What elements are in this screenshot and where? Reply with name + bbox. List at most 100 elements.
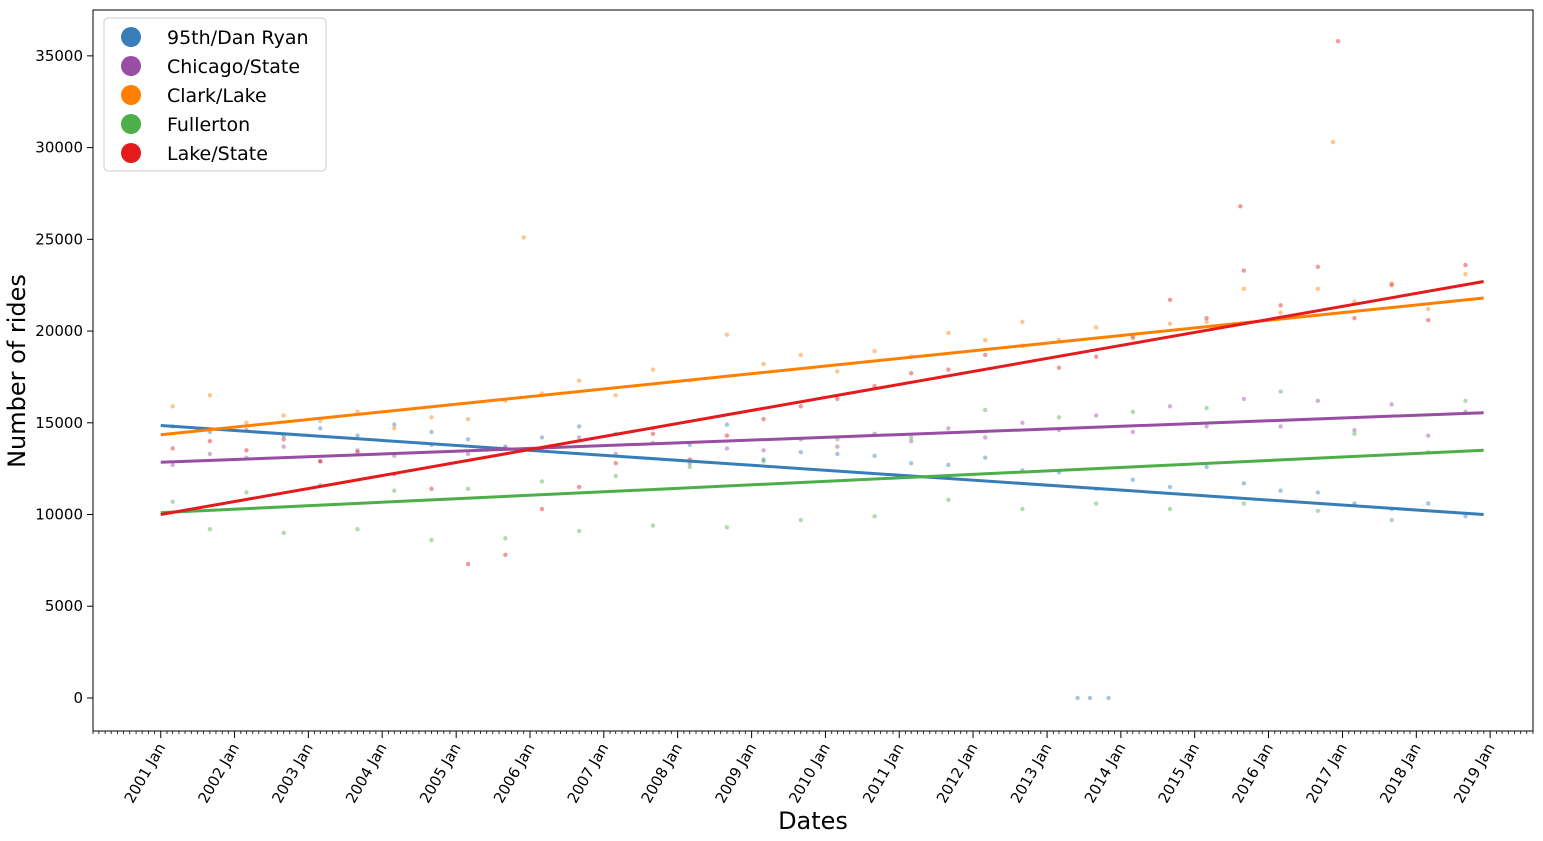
data-point [946, 330, 951, 336]
legend-label: Lake/State [167, 143, 268, 165]
data-point [1352, 431, 1357, 436]
data-point [946, 462, 951, 468]
data-point [1094, 501, 1099, 506]
legend-marker [121, 27, 141, 47]
data-point [1087, 695, 1093, 701]
data-point [1278, 303, 1283, 308]
data-point [539, 435, 545, 440]
data-point [503, 552, 508, 558]
data-point [244, 420, 249, 425]
data-point [1463, 514, 1468, 519]
data-point [908, 438, 914, 444]
data-point [1315, 398, 1321, 403]
data-point [244, 490, 249, 495]
data-point [835, 444, 840, 449]
legend-marker [121, 143, 141, 163]
data-point [1278, 488, 1283, 493]
data-point [761, 457, 766, 462]
y-tick-label: 25000 [35, 230, 83, 248]
data-point [798, 352, 803, 358]
data-point [1389, 517, 1394, 523]
data-point [318, 459, 323, 464]
data-point [798, 517, 803, 523]
data-point [613, 460, 618, 466]
trend-line [160, 280, 1484, 516]
data-point [170, 446, 175, 451]
data-point [1315, 286, 1321, 292]
data-point [281, 530, 286, 536]
data-point [1335, 38, 1341, 44]
data-point [503, 536, 508, 541]
data-point [355, 433, 360, 438]
y-tick-label: 35000 [35, 47, 83, 65]
legend-label: Clark/Lake [167, 85, 267, 107]
data-point [1278, 424, 1283, 429]
data-point [1238, 204, 1243, 209]
data-point [1130, 336, 1136, 341]
legend-frame [103, 17, 327, 172]
data-point [946, 497, 951, 503]
data-point [1056, 365, 1062, 370]
data-point [576, 378, 582, 383]
y-tick-label: 0 [73, 689, 83, 707]
data-point [1204, 316, 1209, 321]
data-point [1241, 268, 1247, 273]
data-point [982, 455, 988, 460]
y-tick-label: 5000 [45, 597, 83, 615]
data-point [1167, 321, 1173, 326]
data-point [521, 235, 526, 240]
data-point [1241, 481, 1247, 486]
data-point [1426, 306, 1431, 312]
data-point [465, 451, 471, 457]
data-point [1075, 695, 1080, 701]
data-point [1278, 389, 1283, 394]
data-point [465, 416, 471, 422]
data-point [1167, 404, 1173, 409]
data-point [576, 424, 582, 429]
data-point [1130, 429, 1136, 435]
legend-marker [121, 85, 141, 105]
data-point [1094, 325, 1099, 330]
y-axis-title: Number of rides [3, 274, 31, 468]
data-point [798, 449, 803, 455]
data-point [1463, 271, 1468, 277]
data-point [1167, 506, 1173, 512]
data-point [724, 422, 730, 427]
data-point [207, 526, 213, 532]
data-point [1056, 415, 1062, 420]
data-point [207, 393, 213, 398]
data-point [465, 561, 471, 567]
data-point [1167, 297, 1173, 303]
data-point [1426, 433, 1431, 438]
trend-line [160, 424, 1484, 517]
data-point [170, 404, 175, 409]
data-point [355, 449, 360, 455]
data-point [650, 523, 656, 528]
data-point [1204, 424, 1209, 429]
data-point [539, 479, 545, 484]
data-point [207, 438, 213, 444]
trend-line [160, 411, 1484, 464]
data-point [1352, 316, 1357, 321]
data-point [724, 433, 730, 438]
y-tick-label: 15000 [35, 414, 83, 432]
data-point [1020, 420, 1025, 425]
data-point [170, 499, 175, 504]
data-point [1130, 409, 1136, 414]
data-point [1130, 477, 1136, 482]
trend-line [160, 448, 1484, 515]
data-point [1315, 490, 1321, 495]
data-point [1241, 501, 1247, 506]
data-point [761, 416, 766, 422]
data-point [465, 486, 471, 492]
data-point [392, 426, 397, 431]
data-point [355, 448, 360, 453]
data-point [392, 422, 397, 427]
data-point [576, 528, 582, 534]
data-point [982, 435, 988, 440]
data-point [1204, 405, 1209, 411]
data-point [1020, 319, 1025, 325]
data-point [1463, 262, 1468, 268]
data-point [908, 460, 914, 466]
